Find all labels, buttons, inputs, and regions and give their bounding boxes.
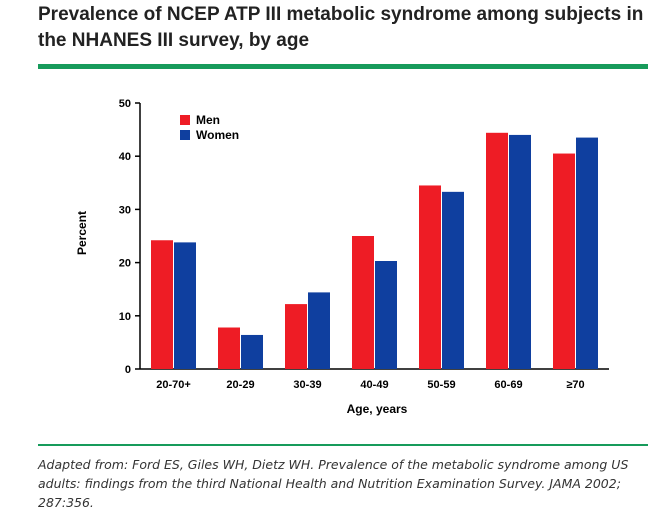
bar-men-2: [285, 304, 307, 369]
bar-men-5: [486, 132, 508, 369]
caption-divider: [38, 444, 648, 446]
bar-women-3: [375, 261, 397, 369]
y-tick-label: 40: [119, 151, 131, 163]
y-tick-label: 20: [119, 258, 131, 270]
legend-swatch-men: [180, 115, 190, 125]
bar-women-0: [174, 242, 196, 369]
bar-men-6: [553, 153, 575, 369]
bar-women-6: [576, 137, 598, 369]
bar-men-0: [151, 240, 173, 369]
plot-area: 0 10 20 30 40 50 20-70+ 20-29 30-39 40-49 50-59 60-…: [119, 98, 609, 391]
page-title: Prevalence of NCEP ATP III metabolic syn…: [38, 4, 644, 51]
legend-label-women: Women: [196, 128, 239, 142]
source-caption: Adapted from: Ford ES, Giles WH, Dietz W…: [38, 457, 629, 510]
x-tick-label: 30-39: [293, 379, 321, 391]
bar-women-4: [442, 191, 464, 369]
x-tick-label: 50-59: [427, 379, 455, 391]
x-tick-label: 20-70+: [156, 379, 191, 391]
x-tick-label: 40-49: [360, 379, 388, 391]
x-tick-label: ≥70: [566, 379, 584, 391]
y-tick-label: 10: [119, 311, 131, 323]
y-tick-label: 50: [119, 98, 131, 110]
bar-men-1: [218, 327, 240, 369]
bar-men-4: [419, 185, 441, 369]
y-axis-title: Percent: [75, 211, 89, 255]
y-tick-label: 0: [125, 364, 131, 376]
x-tick-label: 60-69: [494, 379, 522, 391]
x-axis-title: Age, years: [347, 402, 408, 416]
x-tick-label: 20-29: [226, 379, 254, 391]
bar-men-3: [352, 236, 374, 369]
legend-label-men: Men: [196, 113, 220, 127]
bar-chart: 0 10 20 30 40 50 20-70+ 20-29 30-39 40-49 50-59 60-…: [75, 98, 609, 416]
y-tick-label: 30: [119, 204, 131, 216]
bar-women-2: [308, 292, 330, 369]
title-divider: [38, 64, 648, 69]
legend-swatch-women: [180, 130, 190, 140]
bar-women-5: [509, 134, 531, 369]
bar-women-1: [241, 334, 263, 369]
